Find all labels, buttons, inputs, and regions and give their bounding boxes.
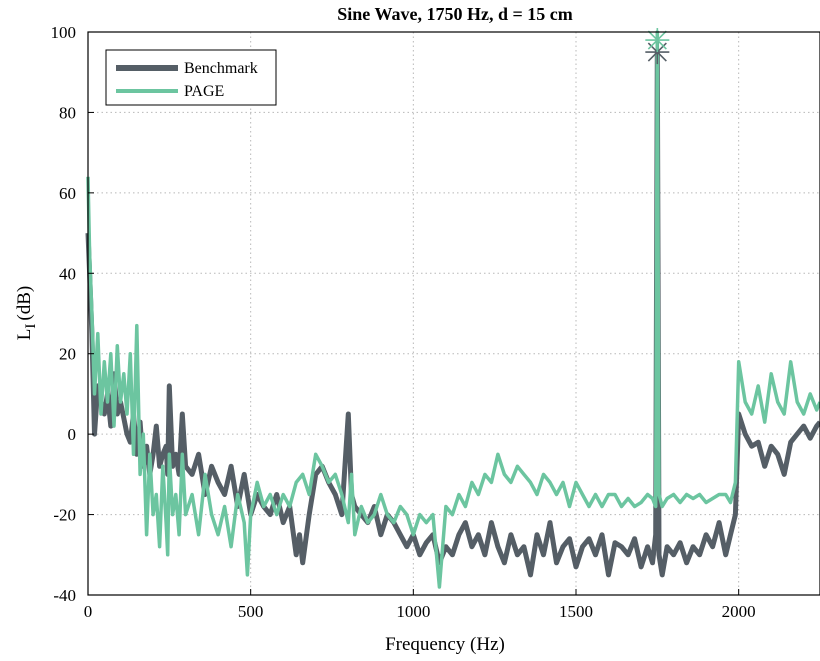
y-tick-label: 80 (59, 103, 76, 122)
series-line-benchmark (85, 49, 820, 578)
y-tick-label: -20 (53, 506, 76, 525)
x-tick-label: 0 (84, 602, 93, 621)
x-tick-label: 2000 (722, 602, 756, 621)
y-tick-label: 40 (59, 264, 76, 283)
y-axis-label-unit: (dB) (14, 286, 35, 321)
legend-label-benchmark: Benchmark (184, 60, 258, 77)
x-tick-label: 1500 (559, 602, 593, 621)
peak-markers (645, 28, 670, 65)
legend-box (105, 49, 277, 106)
y-tick-label: 0 (68, 425, 77, 444)
y-axis-label-main: L (14, 329, 35, 341)
y-tick-label: -40 (53, 586, 76, 605)
peak-marker-page (645, 28, 670, 53)
legend-label-page: PAGE (184, 83, 224, 100)
x-axis-label: Frequency (Hz) (385, 634, 505, 655)
plot-frame (87, 31, 820, 596)
series-layer (85, 30, 820, 589)
y-tick-label: 60 (59, 184, 76, 203)
y-axis-label-sub: I (23, 324, 39, 329)
y-axis-label: LI (dB) (14, 286, 39, 340)
x-tick-label: 500 (238, 602, 264, 621)
chart-title: Sine Wave, 1750 Hz, d = 15 cm (337, 4, 572, 24)
axis-ticks: 0 500 1000 1500 2000 -40 -20 0 20 40 60 80 100 (51, 23, 756, 621)
y-tick-label: 20 (59, 345, 76, 364)
y-tick-label: 100 (51, 23, 77, 42)
series-line-page (86, 30, 820, 589)
legend: Benchmark PAGE (105, 49, 277, 106)
grid-lines (88, 32, 820, 595)
x-tick-label: 1000 (396, 602, 430, 621)
